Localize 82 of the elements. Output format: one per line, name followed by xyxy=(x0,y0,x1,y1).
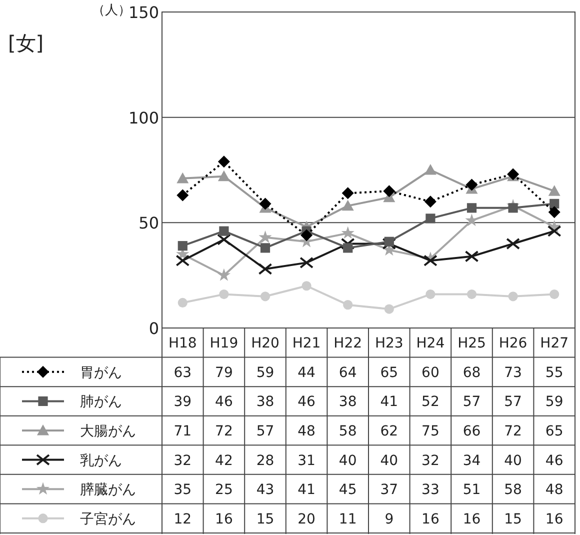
legend-label: 乳がん xyxy=(80,452,122,469)
legend-label: 大腸がん xyxy=(80,424,136,440)
data-label: 65 xyxy=(545,424,564,440)
data-label: 35 xyxy=(174,482,192,498)
x-tick-label: H21 xyxy=(292,336,321,352)
data-label: 38 xyxy=(338,394,357,410)
data-label: 44 xyxy=(298,364,316,381)
data-label: 34 xyxy=(462,452,481,469)
data-label: 46 xyxy=(545,452,564,469)
data-label: 73 xyxy=(504,364,522,381)
data-label: 16 xyxy=(215,511,233,528)
data-label: 48 xyxy=(545,482,564,498)
data-label: 64 xyxy=(338,364,357,381)
data-label: 46 xyxy=(298,394,316,410)
x-tick-label: H18 xyxy=(168,336,197,352)
data-label: 72 xyxy=(504,424,522,440)
y-tick-label: 0 xyxy=(148,319,159,338)
data-label: 59 xyxy=(545,394,564,410)
data-label: 32 xyxy=(174,452,192,469)
data-label: 66 xyxy=(462,424,481,440)
y-tick-label: 100 xyxy=(128,108,159,128)
data-label: 31 xyxy=(298,452,316,469)
data-label: 52 xyxy=(422,394,440,410)
y-tick-label: 150 xyxy=(128,3,159,22)
data-label: 55 xyxy=(545,364,564,381)
data-label: 41 xyxy=(298,482,316,498)
data-label: 63 xyxy=(174,364,192,381)
x-tick-label: H25 xyxy=(458,336,486,352)
data-label: 37 xyxy=(380,482,398,498)
data-label: 41 xyxy=(380,394,398,410)
data-label: 15 xyxy=(256,511,274,528)
data-label: 12 xyxy=(174,511,192,528)
data-label: 16 xyxy=(545,511,564,528)
x-tick-label: H20 xyxy=(251,336,280,352)
data-label: 71 xyxy=(174,424,192,440)
data-label: 25 xyxy=(215,482,233,498)
data-label: 65 xyxy=(380,364,398,381)
x-tick-label: H22 xyxy=(334,336,362,352)
x-tick-label: H26 xyxy=(498,336,528,352)
x-tick-label: H19 xyxy=(210,336,238,352)
data-label: 40 xyxy=(504,452,522,469)
data-label: 45 xyxy=(338,482,357,498)
data-label: 58 xyxy=(338,424,357,440)
data-label: 39 xyxy=(174,394,192,410)
data-label: 40 xyxy=(338,452,357,469)
y-tick-label: 50 xyxy=(138,214,159,233)
data-label: 72 xyxy=(215,424,233,440)
data-label: 43 xyxy=(256,482,274,498)
legend-label: 膵臓がん xyxy=(80,482,136,498)
data-label: 42 xyxy=(215,452,233,469)
legend-label: 子宮がん xyxy=(80,511,136,528)
data-label: 75 xyxy=(422,424,440,440)
data-label: 57 xyxy=(256,424,274,440)
x-tick-label: H27 xyxy=(540,336,569,352)
data-label: 46 xyxy=(215,394,233,410)
data-label: 57 xyxy=(504,394,522,410)
data-label: 28 xyxy=(256,452,274,469)
data-label: 60 xyxy=(422,364,440,381)
data-label: 9 xyxy=(384,511,394,528)
data-label: 32 xyxy=(422,452,440,469)
data-label: 20 xyxy=(298,511,316,528)
data-label: 33 xyxy=(422,482,440,498)
data-label: 62 xyxy=(380,424,398,440)
legend-label: 肺がん xyxy=(80,394,122,410)
x-tick-label: H24 xyxy=(416,336,445,352)
data-label: 79 xyxy=(215,364,233,381)
data-label: 15 xyxy=(504,511,522,528)
data-label: 38 xyxy=(256,394,274,410)
legend-label: 胃がん xyxy=(80,364,122,381)
data-label: 51 xyxy=(462,482,481,498)
data-label: 48 xyxy=(298,424,316,440)
data-label: 11 xyxy=(338,511,357,528)
x-tick-label: H23 xyxy=(374,336,404,352)
data-label: 68 xyxy=(462,364,481,381)
text: [女] xyxy=(8,31,44,55)
data-label: 59 xyxy=(256,364,274,381)
data-label: 16 xyxy=(422,511,440,528)
data-label: 40 xyxy=(380,452,398,469)
data-label: 16 xyxy=(462,511,481,528)
data-label: 57 xyxy=(462,394,481,410)
data-label: 58 xyxy=(504,482,522,498)
y-axis-title: （人） xyxy=(92,3,131,18)
